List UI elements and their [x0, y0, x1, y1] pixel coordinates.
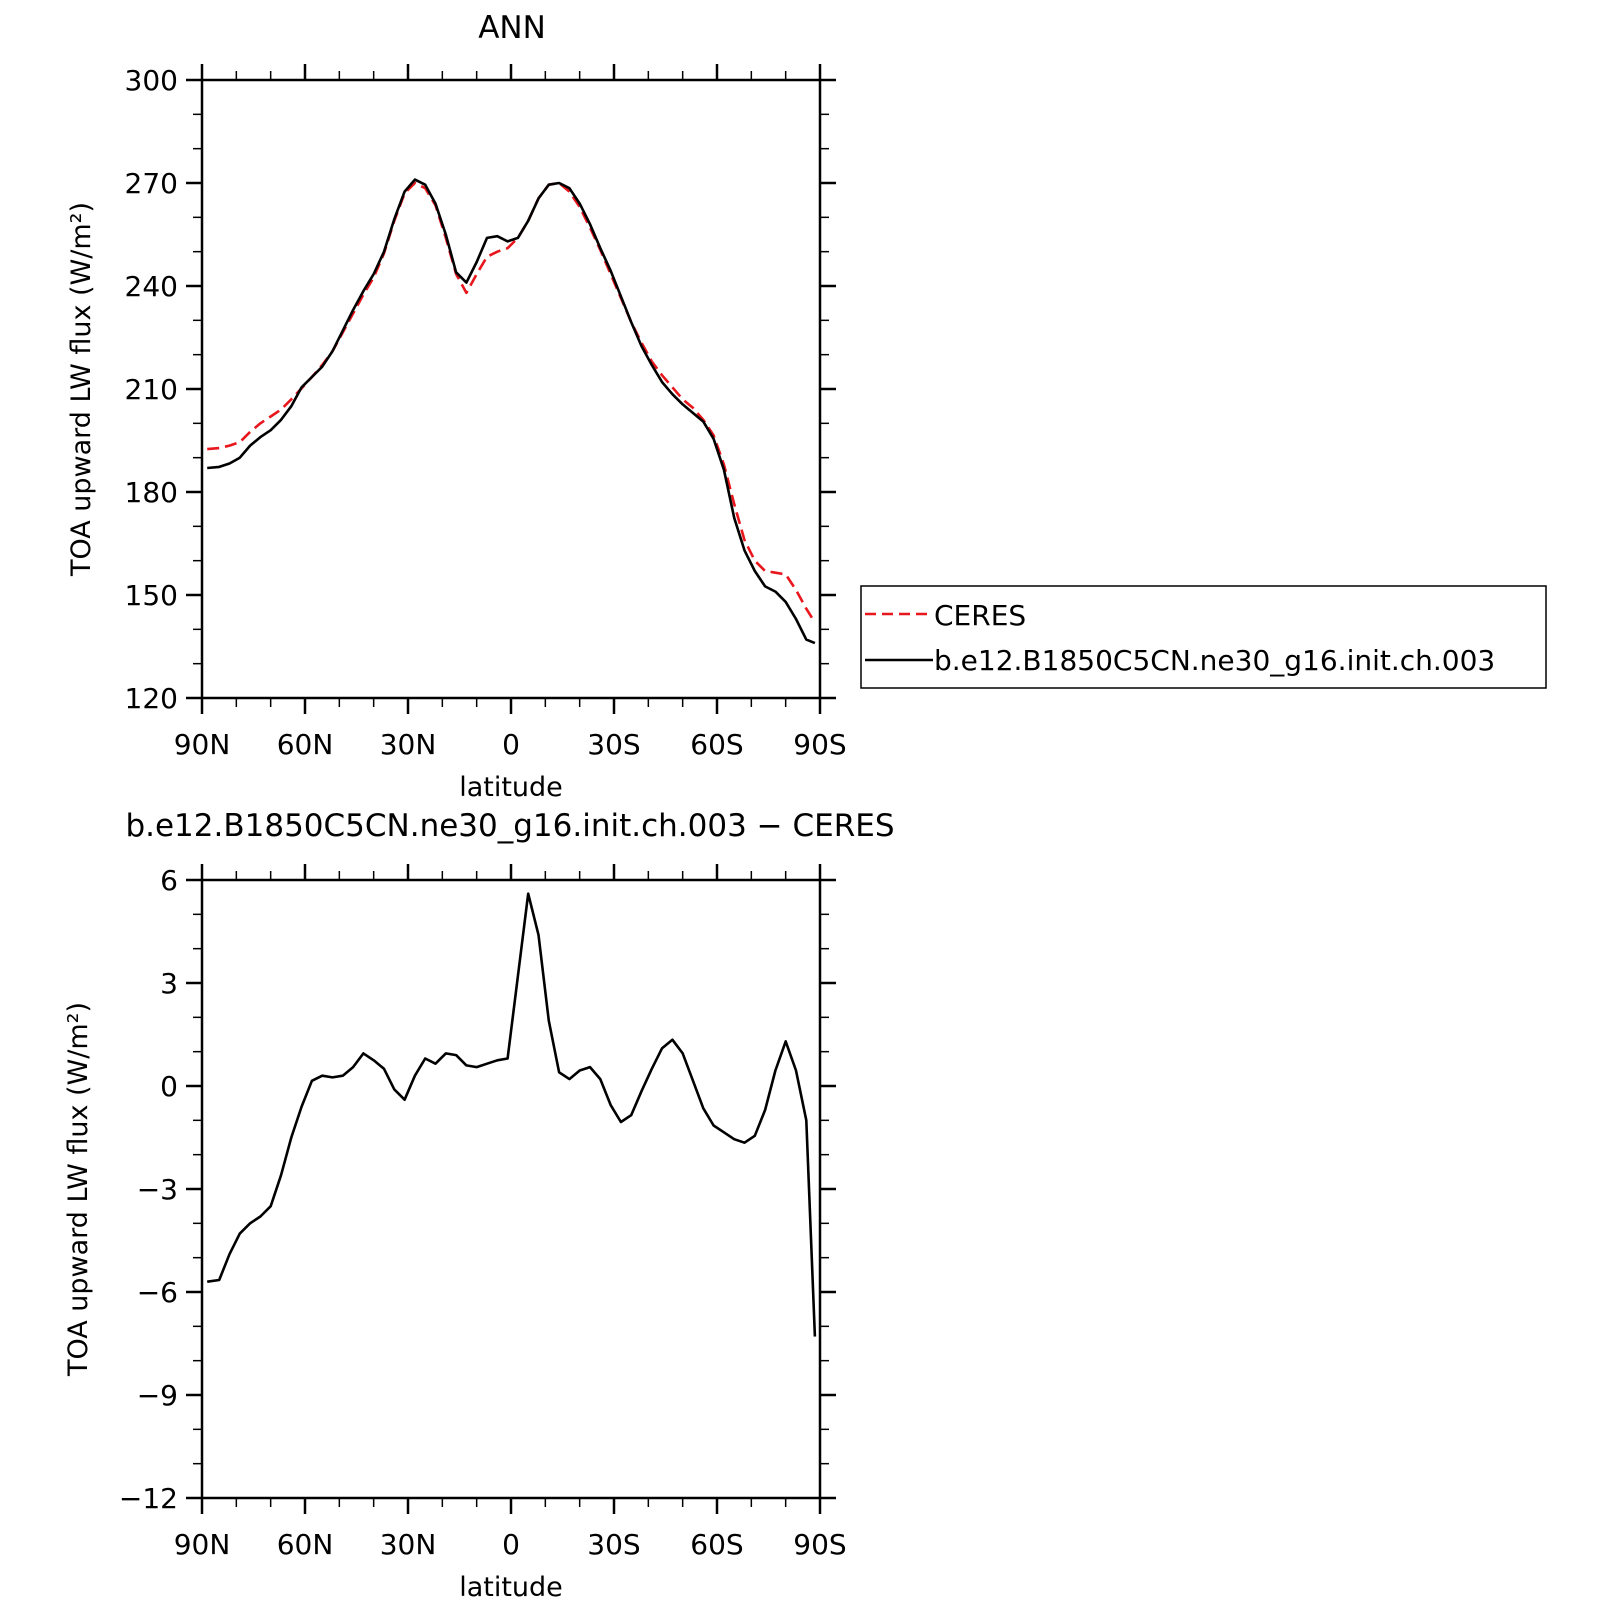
x-tick-label: 0: [502, 1528, 520, 1561]
y-tick-label: 3: [160, 967, 178, 1000]
bottom-chart-title: b.e12.B1850C5CN.ne30_g16.init.ch.003 − C…: [125, 808, 894, 844]
bottom-series-line-0: [207, 892, 817, 1337]
x-tick-label: 60S: [690, 1528, 743, 1561]
legend: CERES b.e12.B1850C5CN.ne30_g16.init.ch.0…: [860, 585, 1547, 689]
y-tick-label: −6: [137, 1276, 178, 1309]
bottom-chart-plot-frame: [200, 878, 822, 1500]
top-y-ticks: 120 150 180 210 240 270 300: [125, 64, 836, 715]
y-tick-label: −12: [119, 1482, 178, 1515]
top-x-axis-label: latitude: [459, 772, 563, 803]
x-tick-label: 90S: [793, 728, 846, 761]
top-x-ticks: 90N 60N 30N 0 30S 60S 90S: [174, 64, 847, 761]
x-tick-label: 60N: [277, 728, 334, 761]
y-tick-label: 210: [125, 373, 178, 406]
x-tick-label: 90N: [174, 1528, 231, 1561]
x-tick-label: 60S: [690, 728, 743, 761]
y-tick-label: 240: [125, 270, 178, 303]
y-tick-label: 300: [125, 64, 178, 97]
top-series-line-0: [207, 181, 817, 624]
bottom-x-ticks: 90N 60N 30N 0 30S 60S 90S: [174, 864, 847, 1561]
top-chart-title: ANN: [478, 10, 546, 46]
x-tick-label: 30S: [587, 728, 640, 761]
x-tick-label: 60N: [277, 1528, 334, 1561]
y-tick-label: 6: [160, 864, 178, 897]
bottom-series-layer: [207, 892, 817, 1337]
top-series-line-1: [207, 178, 816, 645]
bottom-y-axis-label: TOA upward LW flux (W/m²): [63, 1002, 94, 1377]
bottom-x-axis-label: latitude: [459, 1572, 563, 1603]
x-tick-label: 0: [502, 728, 520, 761]
y-tick-label: −9: [137, 1379, 178, 1412]
top-y-axis-label: TOA upward LW flux (W/m²): [66, 202, 97, 577]
y-tick-label: −3: [137, 1173, 178, 1206]
bottom-chart-panel: b.e12.B1850C5CN.ne30_g16.init.ch.003 − C…: [63, 808, 895, 1603]
top-chart-plot-frame: [200, 78, 822, 700]
legend-label-model: b.e12.B1850C5CN.ne30_g16.init.ch.003: [934, 644, 1495, 677]
top-series-layer: [207, 178, 817, 645]
y-tick-label: 150: [125, 579, 178, 612]
legend-label-ceres: CERES: [934, 599, 1026, 632]
y-tick-label: 120: [125, 682, 178, 715]
x-tick-label: 90S: [793, 1528, 846, 1561]
x-tick-label: 30N: [380, 1528, 437, 1561]
legend-box: [860, 585, 1547, 689]
x-tick-label: 30S: [587, 1528, 640, 1561]
top-chart-panel: ANN 120 150 180 210 240 270 300 90N 60N 30N 0 30S 6…: [66, 10, 1547, 803]
y-tick-label: 270: [125, 167, 178, 200]
y-tick-label: 0: [160, 1070, 178, 1103]
bottom-y-ticks: −12 −9 −6 −3 0 3 6: [119, 864, 836, 1515]
x-tick-label: 90N: [174, 728, 231, 761]
y-tick-label: 180: [125, 476, 178, 509]
x-tick-label: 30N: [380, 728, 437, 761]
